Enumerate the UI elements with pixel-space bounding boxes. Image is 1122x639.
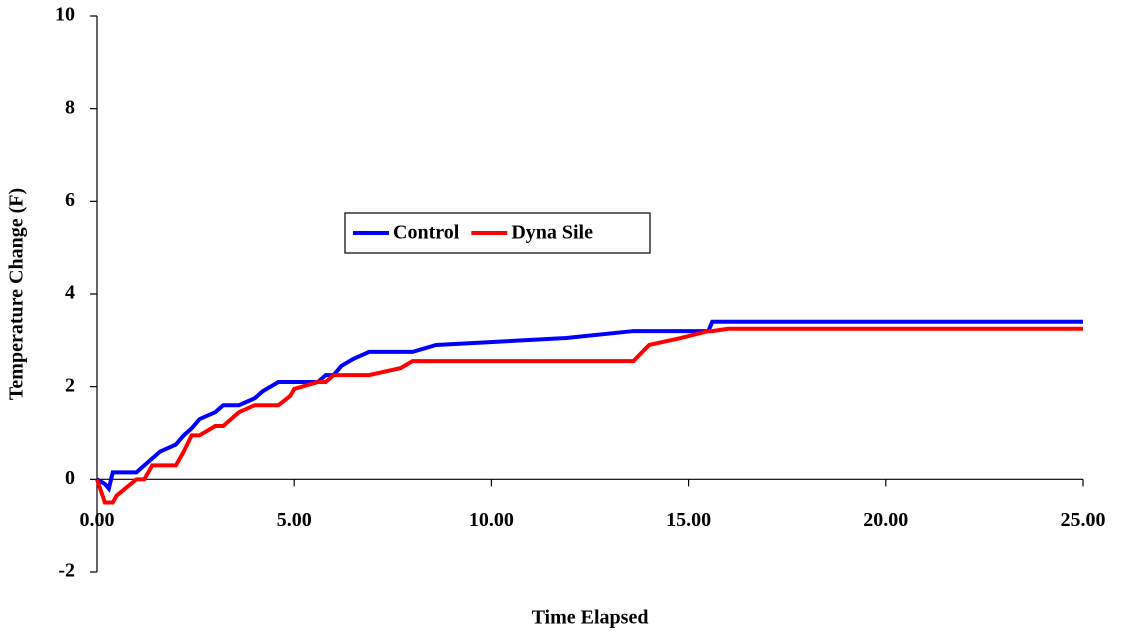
y-tick-label: 10 [55,4,75,26]
x-tick-label: 25.00 [1061,509,1106,531]
legend-label: Control [393,222,460,244]
y-tick-label: 8 [65,96,75,118]
series-line [95,326,1083,505]
series-line [95,319,1083,493]
x-axis-title: Time Elapsed [532,607,649,629]
x-tick-label: 0.00 [80,509,115,531]
y-axis-title: Temperature Change (F) [6,188,28,400]
x-tick-label: 10.00 [469,509,514,531]
y-tick-label: 0 [65,467,75,489]
y-tick-label: 4 [65,282,75,304]
y-tick-label: 6 [65,189,75,211]
y-tick-label: -2 [58,560,75,582]
x-tick-label: 15.00 [666,509,711,531]
legend-label: Dyna Sile [511,222,593,244]
x-tick-label: 20.00 [863,509,908,531]
x-tick-label: 5.00 [277,509,312,531]
y-tick-label: 2 [65,374,75,396]
